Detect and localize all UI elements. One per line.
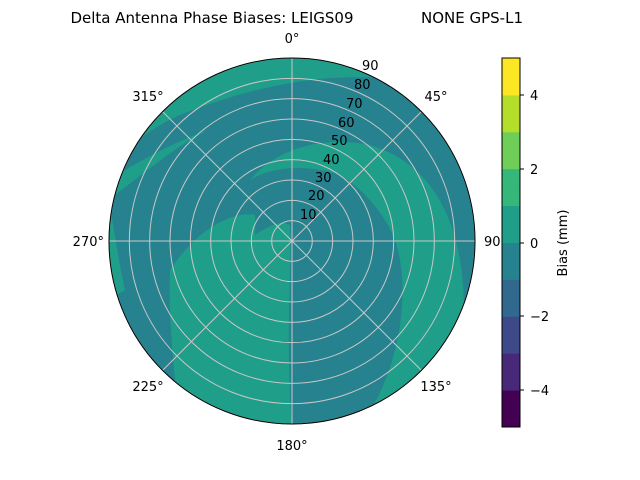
colorbar-swatch [502, 94, 520, 114]
colorbar-swatch [502, 390, 520, 410]
radial-tick-10: 10 [300, 208, 317, 223]
colorbar-swatch [502, 187, 520, 207]
colorbar-swatch [502, 334, 520, 354]
colorbar-swatch [502, 297, 520, 317]
colorbar-tick-4: 4 [530, 89, 538, 104]
chart-title-right: NONE GPS-L1 [421, 9, 523, 27]
chart-title-left: Delta Antenna Phase Biases: LEIGS09 [70, 9, 353, 27]
colorbar-swatch [502, 168, 520, 188]
colorbar-swatch [502, 76, 520, 96]
radial-tick-30: 30 [315, 171, 332, 186]
angle-tick-90: 90° [484, 235, 507, 250]
colorbar-tick-0: 0 [530, 237, 538, 252]
angular-grid-spoke [162, 240, 293, 371]
angle-tick-225: 225° [132, 380, 163, 395]
colorbar-swatch [502, 224, 520, 243]
colorbar-swatch [502, 260, 520, 280]
colorbar-swatch [502, 58, 520, 77]
angle-tick-135: 135° [420, 380, 451, 395]
colorbar-swatch [502, 131, 520, 151]
angle-tick-270: 270° [73, 235, 104, 250]
colorbar-swatch [502, 371, 520, 391]
radial-tick-50: 50 [331, 134, 348, 149]
colorbar-tick-neg4: −4 [530, 384, 549, 399]
angle-tick-45: 45° [424, 90, 447, 105]
radial-tick-20: 20 [308, 189, 325, 204]
radial-tick-60: 60 [338, 116, 355, 131]
colorbar-swatch [502, 316, 520, 336]
colorbar-swatch [502, 408, 520, 428]
colorbar-swatch [502, 279, 520, 299]
radial-tick-labels: 10 20 30 40 50 60 70 80 90 [300, 59, 379, 223]
angle-tick-180: 180° [276, 439, 307, 454]
colorbar-tick-neg2: −2 [530, 310, 549, 325]
field-region-right-ring [250, 142, 464, 424]
polar-outline [108, 57, 476, 425]
colorbar-label: Bias (mm) [556, 210, 571, 277]
colorbar-swatch [502, 150, 520, 170]
colorbar-ticks: 4 2 0 −2 −4 [520, 89, 549, 399]
colorbar-tick-2: 2 [530, 163, 538, 178]
radial-tick-40: 40 [323, 153, 340, 168]
angle-tick-315: 315° [132, 90, 163, 105]
colorbar-swatch [502, 242, 520, 262]
radial-tick-70: 70 [346, 97, 363, 112]
field-region-inner-band [255, 198, 361, 300]
field-region-upper-inner [109, 77, 470, 190]
colorbar-swatches [502, 58, 520, 428]
polar-grid [108, 57, 476, 425]
angular-grid-spoke [291, 111, 422, 242]
colorbar: 4 2 0 −2 −4 Bias (mm) [501, 57, 571, 428]
angle-tick-0: 0° [285, 32, 300, 47]
colorbar-swatch [502, 113, 520, 133]
radial-tick-90: 90 [362, 59, 379, 74]
colorbar-swatch [502, 205, 520, 225]
colorbar-swatch [502, 353, 520, 373]
radial-tick-80: 80 [354, 78, 371, 93]
angular-grid-spoke [291, 240, 422, 371]
angular-tick-labels: 0° 45° 90° 135° 180° 225° 270° 315° [73, 32, 507, 454]
angular-grid-spoke [162, 111, 293, 242]
